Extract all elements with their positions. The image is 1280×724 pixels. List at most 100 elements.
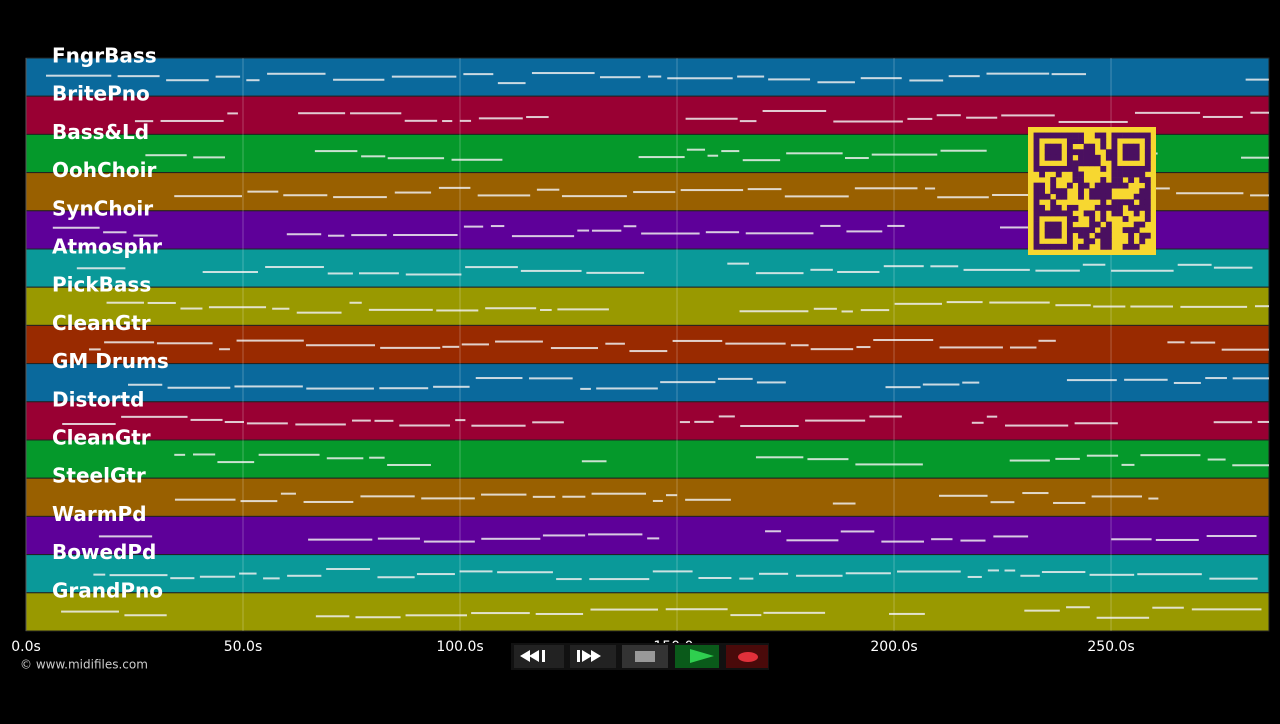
qr-cell: [1100, 138, 1107, 144]
note: [647, 537, 660, 540]
qr-cell: [1072, 216, 1079, 222]
qr-cell: [1133, 143, 1140, 150]
note: [106, 301, 144, 304]
note: [405, 614, 468, 617]
qr-cell: [1117, 210, 1123, 217]
note: [438, 186, 471, 189]
qr-cell: [1066, 132, 1073, 139]
qr-cell: [1100, 243, 1107, 250]
note: [889, 612, 925, 615]
qr-cell: [1105, 243, 1112, 250]
note: [315, 615, 350, 618]
qr-cell: [1111, 154, 1118, 161]
note: [265, 266, 324, 269]
qr-cell: [1122, 216, 1129, 222]
note: [1130, 305, 1173, 308]
qr-cell: [1089, 149, 1096, 156]
qr-cell: [1094, 204, 1101, 211]
note: [1004, 569, 1016, 572]
qr-cell: [1050, 177, 1057, 183]
qr-cell: [1105, 154, 1112, 161]
play-button[interactable]: [675, 645, 719, 668]
track-row: [25, 324, 1270, 365]
qr-cell: [1078, 243, 1084, 250]
qr-cell: [1066, 221, 1073, 228]
note: [442, 120, 453, 123]
note: [1055, 304, 1091, 307]
note: [459, 119, 472, 122]
note: [463, 225, 484, 228]
note: [174, 498, 236, 501]
qr-cell: [1089, 221, 1096, 228]
qr-cell: [1078, 232, 1084, 239]
note: [854, 187, 918, 190]
qr-cell: [1089, 216, 1096, 222]
note: [475, 377, 523, 380]
qr-cell: [1033, 193, 1040, 200]
note: [786, 152, 843, 155]
note: [940, 149, 987, 152]
qr-cell: [1033, 210, 1040, 217]
qr-cell: [1111, 165, 1118, 172]
note: [591, 492, 647, 495]
note: [145, 154, 187, 157]
qr-cell: [1033, 143, 1040, 150]
note: [1190, 341, 1216, 344]
note: [497, 571, 553, 574]
note: [1096, 616, 1150, 619]
note: [784, 195, 849, 198]
qr-cell: [1139, 238, 1146, 245]
forward-button[interactable]: [570, 645, 616, 668]
qr-cell: [1100, 199, 1107, 206]
note: [1051, 73, 1087, 76]
qr-cell: [1050, 149, 1057, 156]
rewind-button[interactable]: [514, 645, 564, 668]
qr-cell: [1039, 171, 1045, 178]
note: [128, 383, 163, 386]
note: [960, 539, 986, 542]
note: [88, 348, 101, 351]
note: [873, 339, 934, 342]
note: [104, 341, 155, 344]
note: [817, 81, 855, 84]
tick-label: 0.0s: [11, 639, 41, 655]
qr-cell: [1055, 171, 1062, 178]
qr-cell: [1111, 171, 1118, 178]
note: [721, 150, 740, 153]
qr-cell: [1139, 132, 1146, 139]
qr-cell: [1139, 199, 1146, 206]
stop-button[interactable]: [622, 645, 668, 668]
note: [962, 381, 980, 384]
note: [763, 611, 826, 614]
qr-cell: [1050, 165, 1057, 172]
qr-cell: [1122, 154, 1129, 161]
qr-cell: [1050, 182, 1057, 189]
note: [765, 530, 782, 533]
note: [1250, 194, 1269, 197]
qr-cell: [1078, 154, 1084, 161]
note: [1173, 381, 1201, 384]
note: [399, 424, 450, 427]
note: [909, 79, 944, 82]
note: [46, 74, 112, 77]
note: [355, 616, 401, 619]
record-button[interactable]: [726, 645, 768, 668]
note: [730, 614, 762, 617]
note: [433, 385, 470, 388]
note: [871, 153, 938, 156]
qr-cell: [1055, 232, 1062, 239]
note: [550, 347, 599, 350]
qr-cell: [1044, 221, 1051, 228]
qr-cell: [1044, 132, 1051, 139]
qr-cell: [1144, 199, 1151, 206]
note: [939, 494, 988, 497]
note: [76, 267, 126, 270]
qr-cell: [1133, 243, 1140, 250]
note: [705, 231, 740, 234]
note: [1134, 111, 1201, 114]
qr-cell: [1094, 232, 1101, 239]
note: [147, 301, 176, 304]
note: [134, 120, 154, 123]
track-row: [25, 477, 1270, 517]
qr-cell: [1078, 149, 1084, 156]
